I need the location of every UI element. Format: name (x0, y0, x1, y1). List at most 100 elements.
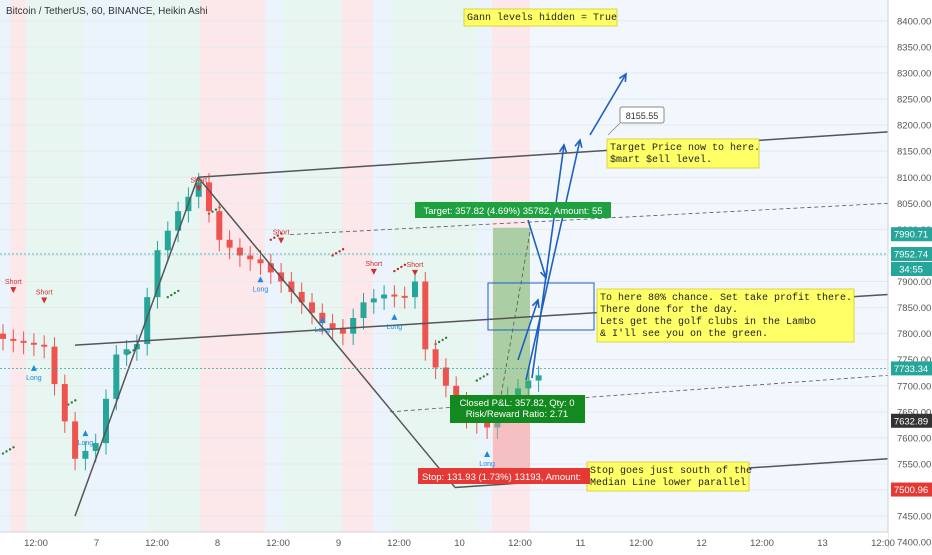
sar-dot (70, 401, 74, 404)
candle-body (82, 450, 89, 459)
candle-body (442, 367, 449, 386)
signal-label-short: Short (273, 230, 290, 237)
projection-arrow (527, 219, 547, 279)
stop-note-box (586, 461, 750, 492)
stop-label-box (418, 468, 590, 484)
chance-note-box (596, 288, 855, 343)
price-tick-label: 7550.00 (897, 459, 931, 470)
candle-body (0, 333, 6, 339)
session-band (478, 0, 492, 532)
candle-body (381, 294, 388, 299)
price-tick-label: 7400.00 (897, 538, 931, 549)
long-arrow-icon (484, 450, 491, 457)
signal-label-short: Short (365, 261, 382, 268)
time-axis: 12:00 7 12:00 8 12:00 9 12:00 10 12:00 11 12:00 12 1… (0, 531, 895, 550)
target-zone (493, 227, 530, 405)
price-label-text: 7500.96 (894, 485, 928, 496)
sar-dot (400, 265, 403, 269)
stop-note-line: Median Line lower parallel (590, 477, 746, 489)
projection-dashed (499, 231, 531, 402)
arrowhead (618, 72, 627, 83)
signal-label-long: Long (253, 286, 269, 293)
price-tick-label: 8350.00 (897, 42, 931, 53)
candle-body (515, 388, 521, 397)
sar-dot (269, 238, 272, 242)
pitchfork-lines (0, 72, 889, 517)
price-tick-label: 7900.00 (897, 277, 931, 288)
sar-dot (276, 234, 279, 237)
price-tick-label: 8050.00 (897, 199, 931, 210)
time-tick-label: 12:00 (750, 538, 774, 549)
candle-body (484, 422, 491, 428)
price-tick-label: 8400.00 (897, 16, 931, 27)
arrowhead (531, 298, 540, 309)
sar-dot (479, 377, 482, 380)
gann-note-box (463, 8, 618, 27)
price-tick-label: 7800.00 (897, 329, 931, 340)
time-tick-label: 12:00 (871, 538, 895, 549)
price-label-text: 34:55 (899, 265, 923, 276)
candle-body (206, 182, 212, 212)
sar-dot (170, 293, 173, 297)
time-tick-label: 13 (817, 538, 828, 549)
signal-label-short: Short (407, 262, 424, 269)
projection-arrow (525, 139, 581, 381)
candle-body (412, 281, 418, 298)
pnl-label-line: Risk/Reward Ratio: 2.71 (466, 409, 568, 420)
price-label-box (891, 413, 932, 428)
candle-body (123, 349, 130, 355)
sar-dot (8, 448, 12, 451)
chance-note-line: & I'll see you on the green. (600, 328, 768, 340)
target-note-line: $mart $ell level. (610, 154, 712, 166)
price-label-text: 7990.71 (894, 230, 928, 241)
target-label: Target: 357.82 (4.69%) 35782, Amount: 55 (423, 206, 602, 217)
time-tick-label: 12 (696, 538, 707, 549)
price-label-text: 7952.74 (894, 250, 928, 261)
sar-dot (1, 452, 5, 455)
price-tick-label: 7650.00 (897, 407, 931, 418)
candle-body (20, 340, 27, 343)
signal-label-long: Long (26, 375, 42, 382)
upper-parallel (197, 131, 889, 178)
pnl-label-box (450, 395, 585, 423)
price-label-text: 7632.89 (894, 416, 928, 427)
sar-dot (5, 450, 8, 453)
session-band (373, 0, 392, 532)
candle-body (391, 294, 398, 297)
time-tick-label: 12:00 (387, 538, 411, 549)
candle-body (175, 211, 182, 231)
time-tick-label: 12:00 (629, 538, 653, 549)
candle-body (154, 250, 161, 298)
candle-body (10, 338, 17, 341)
pitchfork-swing (197, 176, 456, 488)
sar-dot (338, 250, 341, 253)
candle-body (51, 346, 58, 385)
sar-dot (74, 399, 77, 402)
candle-body (30, 342, 37, 345)
price-tick-label: 8100.00 (897, 173, 931, 184)
pitchfork-handle (74, 176, 199, 517)
long-arrow-icon (319, 316, 326, 323)
candle-body (226, 239, 233, 248)
session-band (200, 0, 265, 532)
long-arrow-icon (257, 276, 264, 283)
stop-note-line: Stop goes just south of the (590, 465, 752, 477)
projection-arrow (531, 144, 565, 379)
target-note-box (606, 138, 760, 169)
arrowhead (574, 138, 583, 148)
signal-markers: Short Short Long Long Short Short Long Short Sho… (5, 177, 495, 467)
session-band (265, 0, 283, 532)
candle-body (370, 298, 377, 303)
sar-dot (403, 263, 407, 267)
candle-body (92, 443, 99, 451)
short-arrow-icon (370, 268, 377, 275)
candle-body (257, 259, 264, 264)
candle-body (339, 328, 346, 334)
short-arrow-icon (41, 297, 48, 304)
long-arrow-icon (391, 313, 398, 320)
lower-dashed (389, 374, 889, 413)
time-tick-label: 12:00 (24, 538, 48, 549)
target-price-text: 8155.55 (626, 111, 659, 121)
candle-body (298, 291, 305, 303)
